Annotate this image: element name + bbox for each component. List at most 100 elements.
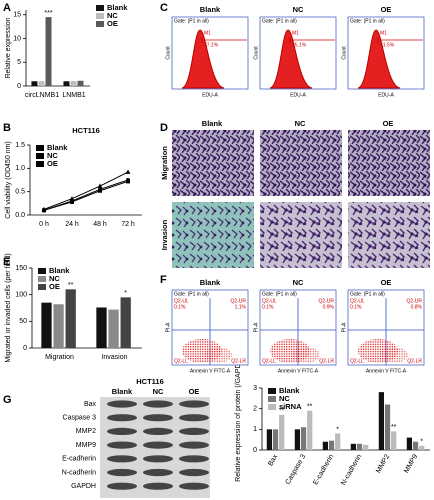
blot-band [179, 414, 209, 422]
legend-swatch [38, 284, 46, 290]
gate-label: Gate: (P1 in all) [174, 18, 209, 24]
x-axis-label: Annexin V FITC-A [278, 368, 319, 374]
blot-band [107, 427, 137, 435]
x-tick-label: Invasion [101, 354, 127, 361]
quadrant-label: Q2-UR [318, 298, 334, 304]
bar [335, 433, 341, 450]
bar [279, 414, 285, 450]
gate-label: Gate: (P1 in all) [174, 291, 209, 297]
bar [77, 80, 84, 86]
gate-percent: 41.5% [380, 42, 395, 48]
y-tick-label: 1.0 [15, 165, 25, 172]
row-label: MMP9 [76, 442, 96, 449]
line [43, 171, 129, 210]
legend-swatch [268, 396, 276, 402]
micrograph [172, 130, 254, 196]
significance: ** [68, 282, 74, 289]
legend-label: OE [49, 282, 60, 291]
y-tick-label: 15 [13, 12, 21, 19]
histogram [269, 29, 313, 89]
row-label: E-cadherin [62, 456, 96, 463]
bar [63, 81, 70, 86]
legend-label: NC [47, 151, 58, 160]
sample-title: NC [293, 278, 304, 287]
x-tick-label: MMP2 [375, 453, 391, 474]
bar [70, 81, 77, 86]
row-label: GAPDH [71, 483, 96, 490]
gate-name: M1 [380, 30, 387, 36]
histogram [181, 29, 225, 89]
x-tick-label: Caspase 3 [285, 453, 308, 486]
legend-swatch [38, 276, 46, 282]
blot-band [107, 468, 137, 477]
sample-title: OE [381, 278, 392, 287]
significance: * [420, 439, 423, 446]
bar [307, 410, 313, 450]
x-tick-label: MMP9 [403, 453, 419, 474]
blot-band [143, 455, 173, 463]
bar [120, 297, 131, 348]
quadrant-label: Q2-UL [174, 298, 189, 304]
quadrant-label: Q2-LR [231, 358, 246, 364]
legend-swatch [268, 404, 276, 410]
x-tick-label: 72 h [121, 221, 135, 228]
y-axis-label: Count [341, 46, 347, 60]
y-tick-label: 0 [23, 345, 27, 352]
row-label: Invasion [160, 219, 169, 250]
legend-label: Blank [49, 266, 70, 275]
bar [53, 304, 64, 348]
panel-letter: D [160, 122, 168, 134]
y-axis-label: PI-A [253, 322, 259, 332]
y-tick-label: 150 [15, 265, 27, 272]
column-title: Blank [112, 387, 133, 396]
blot-band [143, 441, 173, 449]
sample-title: OE [381, 5, 392, 14]
line [43, 180, 129, 211]
micrograph [260, 130, 342, 196]
blot-band [107, 482, 137, 490]
quadrant-label: Q2-LR [319, 358, 334, 364]
legend-swatch [268, 388, 276, 394]
bar [108, 309, 119, 348]
bar [65, 289, 76, 348]
gate-label: Gate: (P1 in all) [350, 291, 385, 297]
blot-band [179, 400, 209, 408]
marker [98, 188, 102, 193]
bar [266, 429, 272, 450]
panel-letter: B [3, 122, 11, 134]
legend-swatch [36, 145, 44, 151]
quadrant-label: Q2-UL [262, 298, 277, 304]
legend-label: Blank [279, 386, 300, 395]
bar [41, 302, 52, 348]
panel-letter: A [3, 2, 11, 14]
blot-band [179, 427, 209, 435]
x-tick-label: Migration [45, 354, 74, 361]
row-label: Migration [160, 146, 169, 180]
x-tick-label: 48 h [93, 221, 107, 228]
panel-letter: C [160, 2, 168, 14]
x-tick-label: Bax [267, 453, 279, 467]
sample-title: Blank [200, 278, 221, 287]
x-tick-label: 0 h [39, 221, 49, 228]
bar [31, 81, 38, 86]
marker [41, 206, 47, 212]
blot-band [143, 400, 173, 408]
row-label: MMP2 [76, 428, 96, 435]
quadrant-label: Q2-LR [407, 358, 422, 364]
legend-swatch [38, 268, 46, 274]
legend-label: Blank [107, 3, 128, 12]
significance: ** [279, 408, 285, 415]
quadrant-label: Q2-LL [350, 358, 364, 364]
column-title: Blank [202, 119, 223, 128]
y-tick-label: 0 [253, 447, 257, 454]
y-axis-label: PI-A [341, 322, 347, 332]
row-label: Caspase 3 [63, 415, 97, 422]
quadrant-label: Q2-LL [174, 358, 188, 364]
bar [300, 427, 307, 450]
y-tick-label: 10 [13, 35, 21, 42]
x-axis-label: Annexin V FITC-A [190, 368, 231, 374]
micrograph [172, 202, 254, 268]
row-label: N-cadherin [62, 469, 96, 476]
blot-band [107, 441, 137, 449]
y-axis-label: Migrated or invaded cells (per field) [5, 253, 12, 362]
